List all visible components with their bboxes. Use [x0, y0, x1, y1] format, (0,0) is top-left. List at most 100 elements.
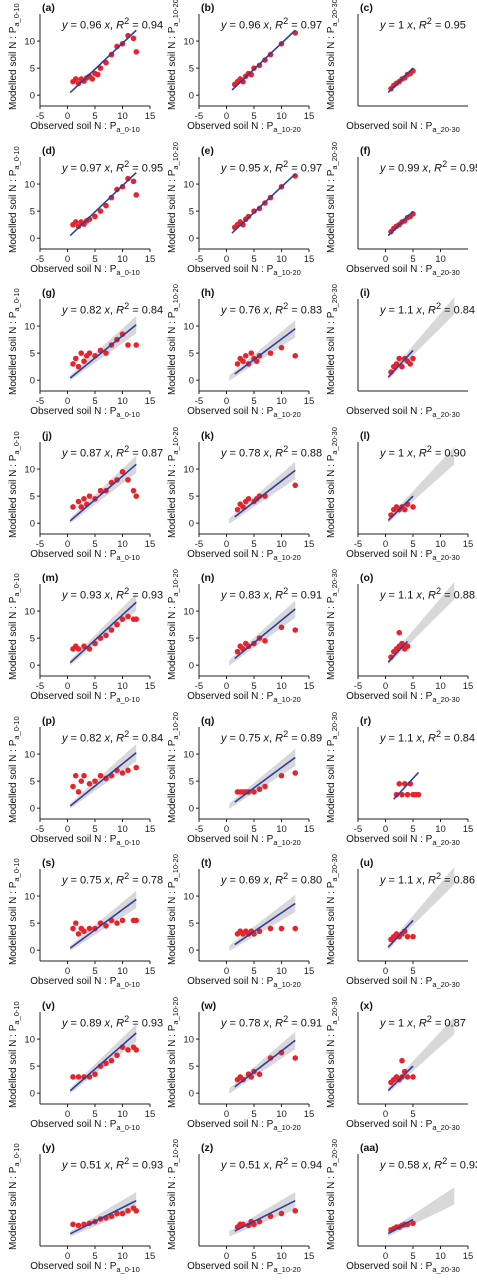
data-point: [125, 613, 131, 620]
x-axis-label: Observed soil N : Pa_0-10: [10, 1261, 160, 1274]
panel-label: (w): [201, 999, 217, 1012]
x-tick-label: 15: [145, 539, 156, 550]
data-point: [86, 350, 93, 356]
x-tick-label: 10: [435, 254, 446, 265]
equation-part: y: [221, 304, 227, 317]
chart-panel: 0 5 10 15 (z) y = 0.51 x, R2 = 0.94 Observed s…: [159, 1139, 322, 1282]
data-point: [119, 468, 126, 475]
x-tick-label: 15: [463, 1251, 474, 1262]
equation-part: y: [380, 1017, 386, 1030]
data-point: [130, 35, 137, 42]
data-point: [92, 213, 98, 219]
data-point: [292, 1208, 299, 1214]
equation-part: ,: [110, 589, 117, 602]
data-point: [119, 917, 126, 924]
data-point: [242, 353, 249, 359]
x-tick-label: 0: [65, 1109, 70, 1120]
x-tick-label: 0: [65, 824, 70, 835]
x-axis-label: Observed soil N : Pa_10-20: [169, 1119, 319, 1132]
x-tick-label: -5: [36, 824, 44, 835]
y-axis-label: Modelled soil N : Pa_20-30: [326, 854, 339, 965]
x-tick-label: 5: [410, 966, 415, 977]
regression-line: [387, 640, 409, 663]
x-tick-label: 0: [65, 111, 70, 122]
axis-label-subscript: a_0-10: [12, 858, 21, 882]
equation-part: 2: [442, 158, 448, 169]
data-point: [393, 361, 400, 367]
data-point: [401, 506, 408, 512]
data-point: [103, 632, 109, 639]
panel-label: (aa): [360, 1142, 379, 1154]
scatter-plot: 0 5 10 15 0 5 10: [183, 869, 314, 977]
equation-part: = 0.90: [431, 447, 466, 460]
x-axis-label: Observed soil N : Pa_10-20: [169, 691, 319, 704]
x-tick-label: 10: [117, 539, 128, 550]
data-point: [410, 355, 416, 362]
data-point: [404, 933, 411, 940]
data-point: [133, 191, 140, 198]
axis-label-text: Modelled soil N : P: [326, 739, 337, 823]
x-tick-label: 10: [117, 824, 128, 835]
data-point: [393, 791, 400, 797]
x-tick-label: 10: [117, 966, 128, 977]
equation-part: R: [275, 1017, 284, 1030]
regression-equation: y = 1.1 x, R2 = 0.88: [380, 586, 475, 602]
x-tick-label: 5: [410, 254, 415, 265]
data-point: [86, 646, 93, 652]
x-tick-label: 5: [251, 396, 256, 407]
equation-part: 2: [124, 16, 130, 26]
equation-part: ,: [421, 304, 429, 317]
equation-part: 2: [283, 871, 289, 881]
x-axis-label: Observed soil N : Pa_20-30: [328, 264, 477, 277]
regression-line: [234, 1039, 296, 1087]
equation-part: y: [62, 1017, 68, 1030]
data-point: [240, 358, 246, 365]
data-point: [72, 218, 79, 225]
equation-part: = 0.75: [226, 732, 264, 745]
y-tick-label: 0: [189, 233, 194, 244]
equation-part: ,: [110, 874, 117, 887]
data-point: [396, 629, 403, 636]
equation-part: R: [275, 304, 284, 317]
x-axis-label: Observed soil N : Pa_0-10: [10, 976, 160, 989]
x-tick-label: 0: [383, 966, 388, 977]
equation-part: x: [416, 589, 422, 602]
equation-part: x: [263, 19, 270, 32]
y-tick-label: 5: [30, 919, 35, 930]
equation-part: = 0.58: [385, 1159, 423, 1172]
x-axis-label: Observed soil N : Pa_10-20: [169, 264, 319, 277]
data-point: [119, 1210, 126, 1217]
data-point: [119, 616, 126, 622]
regression-equation: y = 0.51 x, R2 = 0.93: [62, 1156, 163, 1172]
equation-part: x: [104, 19, 111, 32]
axis-label-text: Observed soil N : P: [187, 121, 274, 132]
axis-label-subscript: a_20-30: [330, 1139, 339, 1167]
x-tick-label: 5: [92, 1251, 97, 1262]
axis-label-text: Observed soil N : P: [187, 976, 274, 987]
data-point: [125, 342, 131, 348]
panel-label: (i): [360, 287, 370, 299]
equation-part: = 0.97: [288, 162, 323, 175]
x-tick-label: 5: [251, 681, 256, 692]
axis-label-text: Observed soil N : P: [30, 1261, 117, 1272]
axis-label-text: Observed soil N : P: [187, 691, 274, 702]
y-axis-label: Modelled soil N : Pa_20-30: [326, 0, 339, 110]
equation-part: 2: [442, 1156, 448, 1166]
axis-label-subscript: a_10-20: [273, 980, 301, 989]
data-point: [253, 358, 260, 365]
confidence-band: [229, 320, 296, 381]
x-tick-label: 0: [224, 1251, 229, 1262]
equation-part: x: [263, 447, 270, 460]
equation-part: R: [275, 874, 284, 887]
equation-part: y: [380, 19, 386, 32]
data-point: [75, 1222, 82, 1229]
equation-part: y: [380, 1159, 386, 1172]
equation-part: = 0.89: [67, 1017, 105, 1030]
data-point: [103, 775, 109, 781]
regression-line: [69, 898, 137, 949]
equation-part: = 0.78: [226, 1017, 264, 1030]
panel-label: (c): [360, 2, 373, 14]
